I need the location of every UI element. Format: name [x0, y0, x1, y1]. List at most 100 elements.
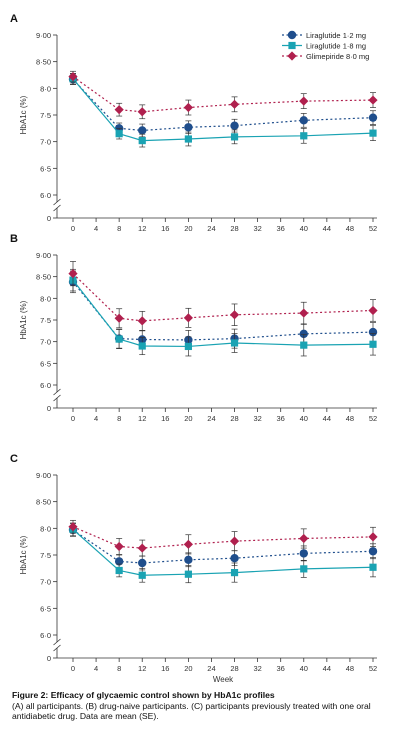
x-tick-label: 40 — [300, 414, 308, 423]
legend: Liraglutide 1·2 mg Liraglutide 1·8 mgGlim… — [282, 30, 369, 61]
x-tick-label: 48 — [346, 664, 354, 673]
axis-break-mark — [53, 388, 61, 396]
x-tick-label: 16 — [161, 664, 169, 673]
x-tick-label: 28 — [230, 414, 238, 423]
axis-break-mark — [53, 394, 61, 402]
data-point — [369, 563, 377, 571]
x-tick-label: 40 — [300, 664, 308, 673]
y-tick-label: 6·5 — [40, 359, 51, 368]
data-point — [299, 96, 309, 106]
data-point — [137, 107, 147, 117]
panel-label: C — [10, 453, 18, 465]
axis-break-mark — [53, 644, 61, 652]
series-line — [72, 273, 374, 322]
data-point — [138, 571, 146, 579]
series-line — [72, 281, 374, 341]
series-3 — [68, 70, 378, 120]
data-point — [369, 129, 377, 137]
x-tick-label: 36 — [277, 664, 285, 673]
x-tick-label: 36 — [277, 414, 285, 423]
series-2 — [69, 268, 377, 357]
data-point — [115, 130, 123, 138]
y-tick-label: 7·0 — [40, 338, 51, 347]
x-tick-label: 52 — [369, 664, 377, 673]
y-tick-label: 6·5 — [40, 604, 51, 613]
data-point — [299, 549, 308, 558]
data-point — [299, 308, 309, 318]
data-point — [229, 99, 240, 109]
x-tick-label: 20 — [184, 664, 192, 673]
caption-title: Efficacy of glycaemic control shown by H… — [50, 690, 275, 700]
y-tick-label: 8·50 — [36, 273, 51, 282]
y-tick-label: 8·50 — [36, 498, 51, 507]
series-1 — [68, 73, 378, 138]
legend-label: Liraglutide 1·8 mg — [306, 42, 366, 51]
y-tick-label: 0 — [47, 654, 51, 663]
legend-label: Liraglutide 1·2 mg — [306, 31, 366, 40]
data-point — [138, 137, 146, 145]
x-tick-label: 44 — [323, 664, 331, 673]
data-point — [368, 547, 378, 556]
x-tick-label: 16 — [161, 224, 169, 233]
y-tick-label: 9·00 — [36, 31, 51, 40]
y-tick-label: 8·0 — [40, 524, 51, 533]
data-point — [230, 554, 239, 563]
x-tick-label: 0 — [71, 414, 75, 423]
series-3 — [68, 519, 378, 557]
x-tick-label: 4 — [94, 224, 98, 233]
y-tick-label: 0 — [47, 404, 51, 413]
caption-label: Figure 2: — [12, 690, 49, 700]
x-tick-label: 20 — [184, 414, 192, 423]
y-tick-label: 7·0 — [40, 578, 51, 587]
data-point — [230, 569, 239, 577]
data-point — [230, 133, 239, 141]
data-point — [368, 305, 378, 316]
data-point — [184, 123, 193, 132]
x-axis-label: Week — [213, 675, 234, 684]
legend-marker — [287, 51, 297, 61]
panel-label: B — [10, 233, 18, 245]
legend-marker — [287, 30, 297, 40]
x-tick-label: 28 — [230, 664, 238, 673]
x-tick-label: 44 — [323, 414, 331, 423]
y-tick-label: 6·0 — [40, 381, 51, 390]
x-tick-label: 40 — [300, 224, 308, 233]
y-tick-label: 9·00 — [36, 471, 51, 480]
series-2 — [69, 73, 377, 148]
y-tick-label: 7·0 — [40, 138, 51, 147]
x-tick-label: 28 — [230, 224, 238, 233]
x-tick-label: 8 — [117, 224, 121, 233]
x-tick-label: 0 — [71, 664, 75, 673]
y-tick-label: 0 — [47, 214, 51, 223]
y-axis-label: HbA1c (%) — [19, 300, 28, 339]
data-point — [300, 132, 308, 140]
x-tick-label: 4 — [94, 414, 98, 423]
data-point — [300, 341, 308, 349]
data-point — [184, 342, 192, 351]
data-point — [183, 102, 193, 113]
data-point — [68, 522, 78, 532]
x-tick-label: 20 — [184, 224, 192, 233]
data-point — [230, 339, 239, 347]
legend-marker — [288, 41, 296, 50]
axis-break-mark — [53, 198, 61, 206]
y-axis-label: HbA1c (%) — [19, 535, 28, 574]
x-tick-label: 12 — [138, 664, 146, 673]
data-point — [299, 533, 309, 544]
series-1 — [68, 270, 378, 350]
y-tick-label: 6·0 — [40, 191, 51, 200]
series-2 — [69, 522, 377, 584]
legend-label: Glimepiride 8·0 mg — [306, 52, 369, 61]
x-tick-label: 32 — [253, 224, 261, 233]
y-axis-label: HbA1c (%) — [19, 95, 28, 134]
data-point — [368, 532, 378, 542]
data-point — [137, 316, 147, 326]
y-tick-label: 8·50 — [36, 58, 51, 67]
data-point — [68, 269, 78, 279]
x-tick-label: 36 — [277, 224, 285, 233]
x-tick-label: 8 — [117, 414, 121, 423]
x-tick-label: 32 — [253, 664, 261, 673]
data-point — [183, 539, 193, 549]
x-tick-label: 44 — [323, 224, 331, 233]
